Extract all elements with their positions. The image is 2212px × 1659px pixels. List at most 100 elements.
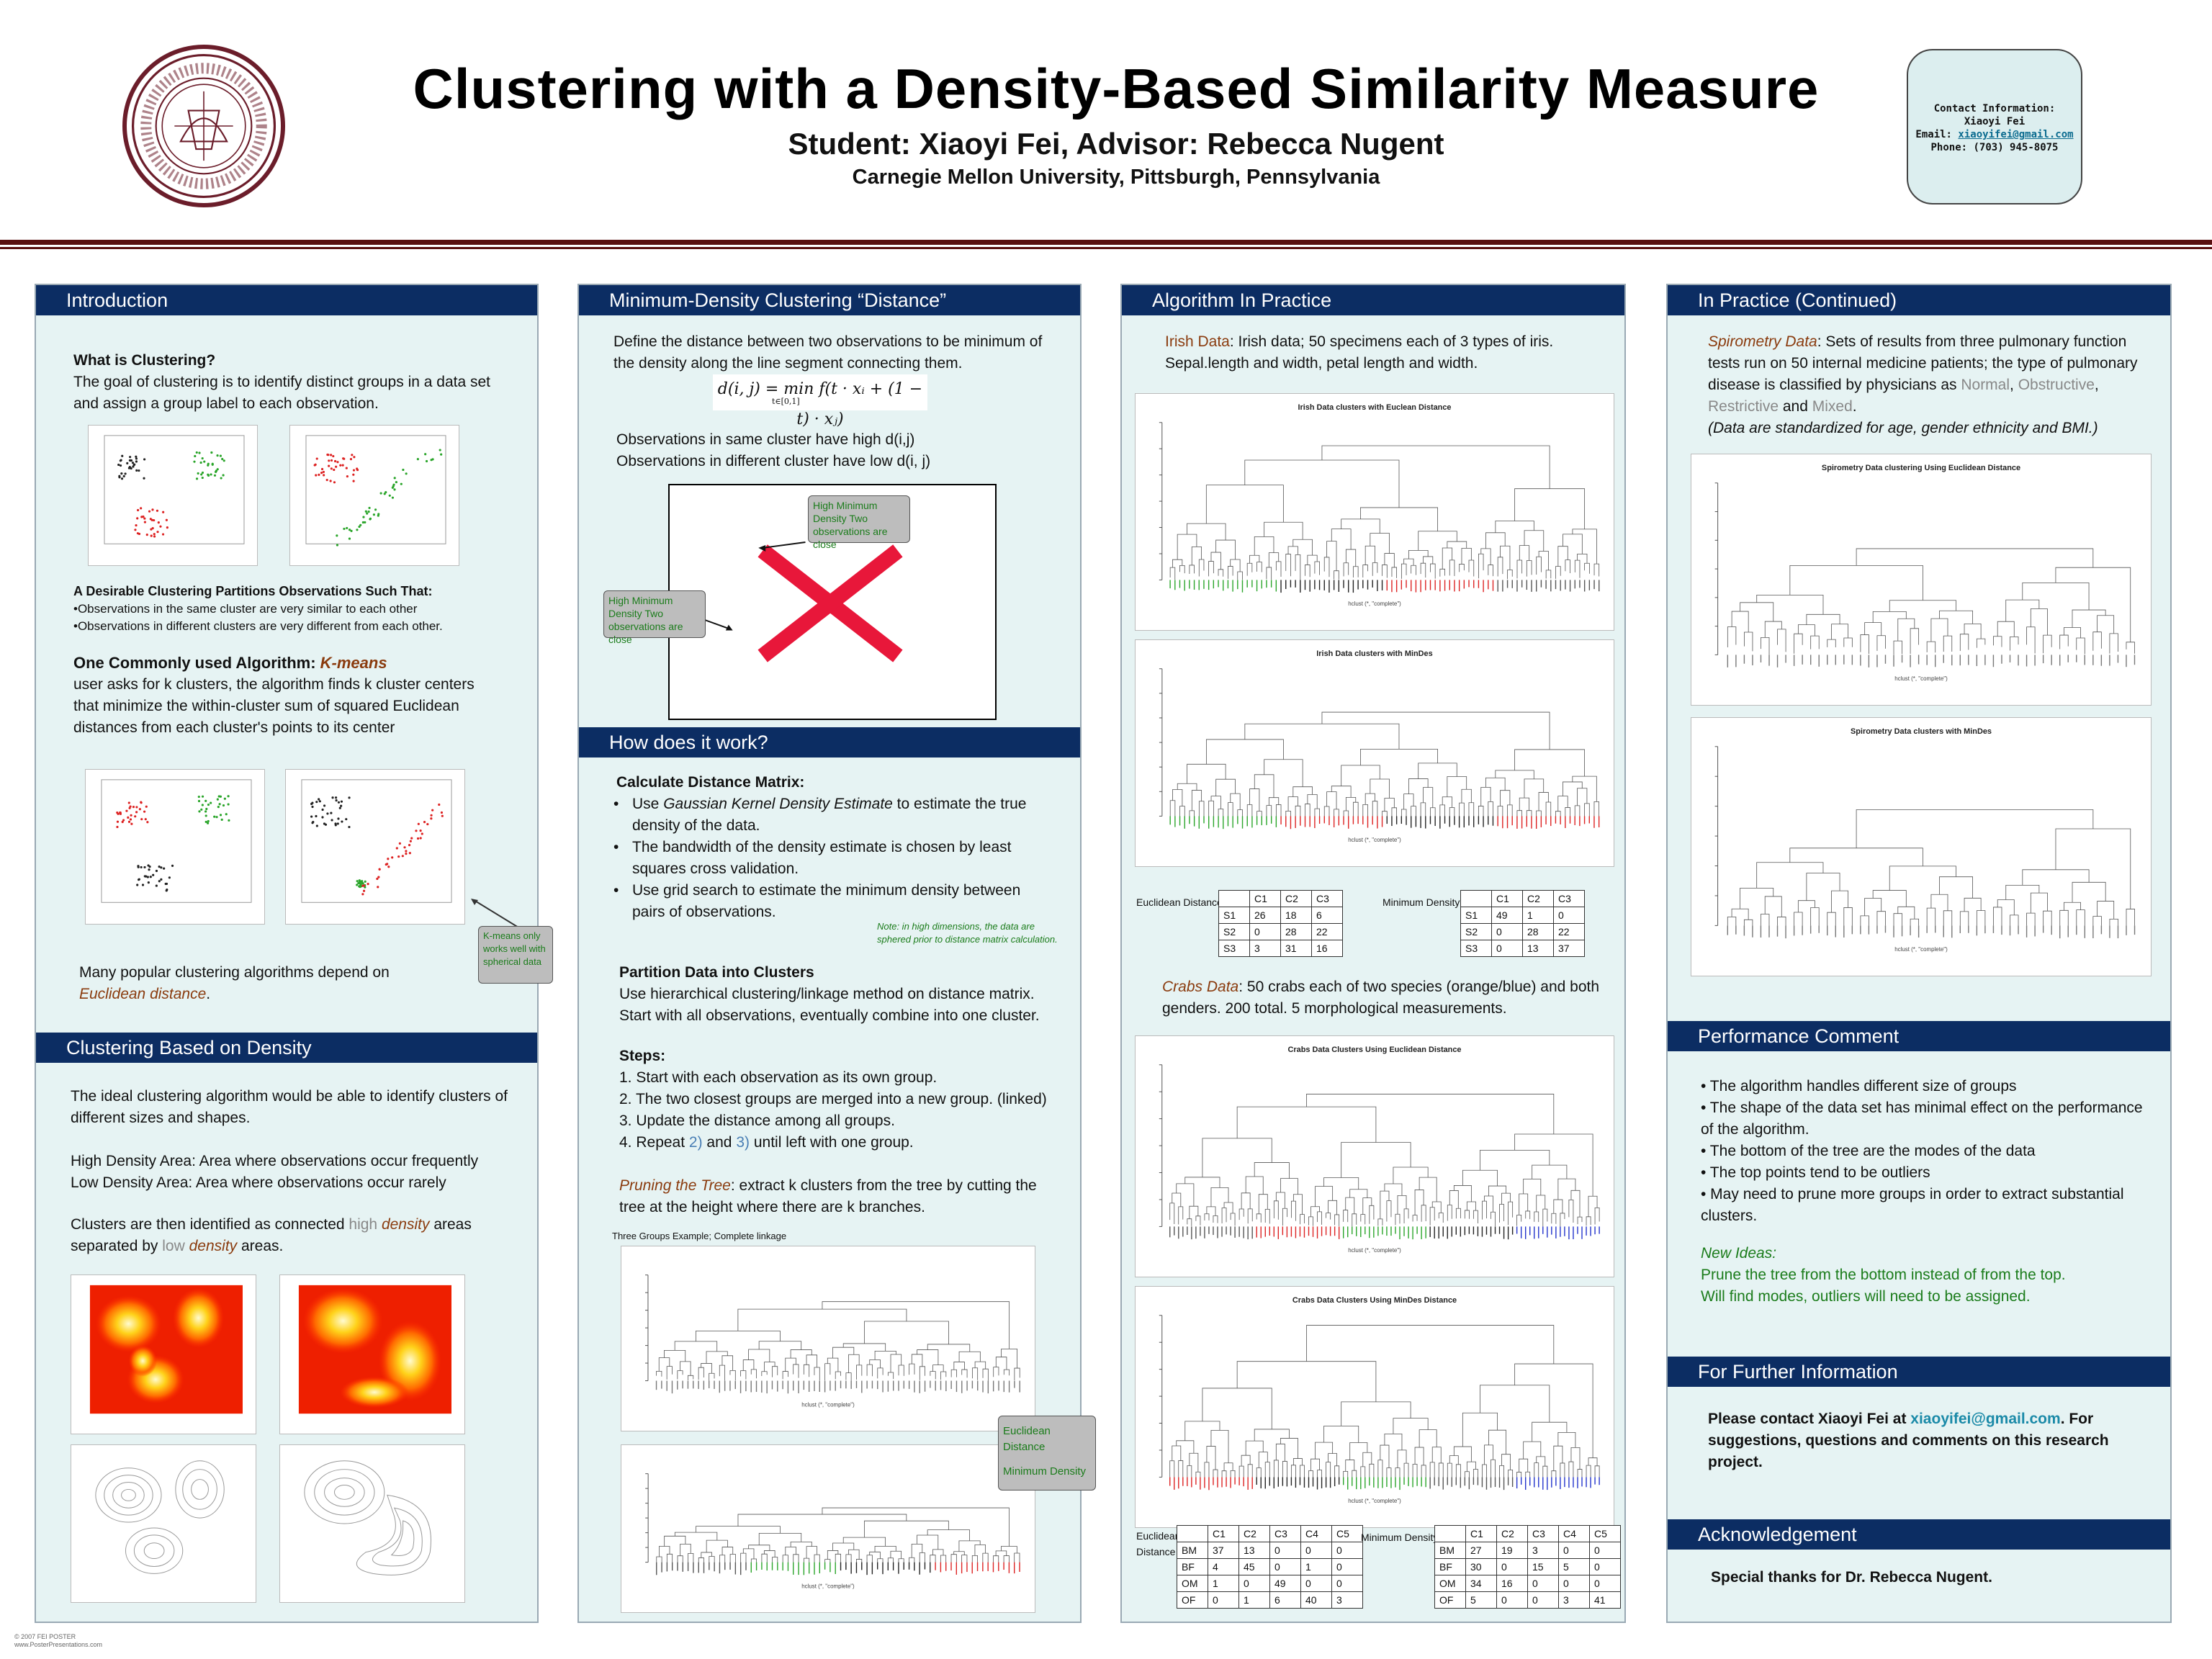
scatter-point bbox=[166, 889, 168, 891]
iris-euclidean-table-cell: 18 bbox=[1280, 907, 1312, 924]
scatter-point bbox=[161, 533, 165, 536]
dendrogram-branch bbox=[2109, 918, 2118, 926]
scatter-point bbox=[336, 461, 339, 464]
dendrogram-branch bbox=[1328, 1453, 1338, 1466]
scatter-point bbox=[216, 454, 219, 457]
irish-body: : Irish data; 50 specimens each of 3 typ… bbox=[1165, 333, 1554, 372]
scatter-point bbox=[340, 804, 343, 807]
iris-dendrogram-euclidean: Irish Data clusters with Euclean Distanc… bbox=[1135, 393, 1614, 631]
dendrogram-branch bbox=[1362, 804, 1368, 817]
scatter-point bbox=[201, 804, 204, 806]
crab-mindensity-table-cell: 0 bbox=[1558, 1542, 1590, 1559]
dendrogram-branch bbox=[1480, 548, 1491, 565]
dendrogram-branch bbox=[750, 1558, 757, 1563]
dendrogram-branch bbox=[1466, 1461, 1476, 1472]
popular-period: . bbox=[206, 986, 211, 1002]
crab-euclidean-table-cell: 37 bbox=[1208, 1542, 1239, 1559]
dendrogram-branch bbox=[1306, 1325, 1555, 1364]
crabs-dendrogram-mindensity: Crabs Data Clusters Using MinDes Distanc… bbox=[1135, 1286, 1614, 1528]
how-steps-label: Steps: bbox=[619, 1048, 666, 1064]
scatter-point bbox=[219, 454, 222, 457]
dendrogram-branch bbox=[1372, 801, 1378, 817]
further-email-link[interactable]: xiaoyifei@gmail.com bbox=[1910, 1411, 2061, 1427]
dendrogram-branch bbox=[1275, 1443, 1285, 1462]
scatter-point bbox=[364, 880, 367, 883]
contact-email-line: Email: xiaoyifei@gmail.com bbox=[1908, 128, 2081, 141]
dendrogram-branch bbox=[772, 1557, 778, 1563]
seal-graphic bbox=[131, 53, 276, 199]
scatter-point bbox=[168, 876, 171, 879]
scatter-point bbox=[121, 820, 124, 824]
scatter-point bbox=[117, 463, 120, 467]
dendrogram-branch bbox=[2092, 916, 2102, 926]
dendrogram-branch bbox=[848, 1354, 860, 1373]
crab-euclidean-table-cell: 0 bbox=[1300, 1542, 1332, 1559]
dendrogram-branch bbox=[737, 1514, 907, 1527]
scatter-point bbox=[155, 884, 158, 887]
dendrogram-branch bbox=[2022, 582, 2090, 611]
iris-euclidean-table-row: S3 3 31 16 bbox=[1218, 940, 1343, 957]
scatter-point bbox=[417, 822, 420, 825]
dendrogram-branch bbox=[698, 1367, 704, 1380]
dendrogram-branch bbox=[1343, 810, 1349, 817]
dendrogram-branch bbox=[677, 1555, 683, 1563]
crab-euclidean-table-cell: 49 bbox=[1269, 1575, 1301, 1592]
dendrogram-branch bbox=[1184, 1421, 1220, 1441]
header-rule-thin bbox=[0, 247, 2212, 249]
scatter-point bbox=[336, 534, 338, 537]
dendrogram-branch bbox=[1295, 805, 1301, 817]
dendrogram-branch bbox=[1352, 801, 1359, 817]
spiro-dendrogram-euclidean-svg: Spirometry Data clustering Using Euclide… bbox=[1714, 464, 2136, 682]
scatter-point bbox=[120, 477, 124, 480]
scatter-point bbox=[318, 800, 321, 803]
dendrogram-branch bbox=[958, 1351, 981, 1362]
scatter-point bbox=[143, 477, 145, 480]
scatter-point bbox=[213, 815, 216, 818]
dendrogram-branch bbox=[2126, 642, 2135, 654]
dendrogram-branch bbox=[864, 1321, 949, 1344]
scatter-point bbox=[210, 473, 212, 476]
dendrogram-branch bbox=[1266, 567, 1272, 580]
dendrogram-branch bbox=[1230, 1470, 1236, 1478]
dendrogram-branch bbox=[1352, 1213, 1357, 1227]
crab-euclidean-table-cell: 4 bbox=[1208, 1558, 1239, 1575]
scatter-point bbox=[331, 796, 334, 799]
dendrogram-branch bbox=[1545, 801, 1552, 817]
dendrogram-branch bbox=[1524, 530, 1545, 552]
popular-line-1: Many popular clustering algorithms depen… bbox=[79, 964, 390, 981]
density-p1: The ideal clustering algorithm would be … bbox=[71, 1088, 508, 1126]
scatter-point bbox=[358, 879, 361, 882]
iris-euclidean-table-row: S1 26 18 6 bbox=[1218, 907, 1343, 924]
contact-email-link[interactable]: xiaoyifei@gmail.com bbox=[1958, 129, 2074, 140]
plot-frame bbox=[305, 435, 446, 544]
dendrogram-branch bbox=[1195, 1215, 1201, 1226]
scatter-point bbox=[127, 820, 131, 823]
scatter-point bbox=[220, 477, 222, 480]
scatter-point bbox=[322, 470, 325, 474]
dendrogram-branch bbox=[1516, 1215, 1522, 1226]
dendrogram-branch bbox=[1360, 507, 1438, 531]
crab-euclidean-table-cell: 40 bbox=[1300, 1591, 1332, 1609]
kmeans-callout: K-means only works well with spherical d… bbox=[478, 926, 553, 984]
scatter-point bbox=[143, 458, 146, 461]
dendrogram-branch bbox=[1926, 641, 1936, 653]
crab-mindensity-table-cell: 0 bbox=[1496, 1591, 1528, 1609]
how-steps-heading: Steps: bbox=[619, 1046, 1066, 1067]
dendrogram-branch bbox=[1453, 1446, 1472, 1462]
scatter-point bbox=[207, 474, 210, 477]
scatter-point bbox=[409, 840, 412, 842]
scatter-point bbox=[213, 474, 217, 477]
dendrogram-branch bbox=[1468, 802, 1475, 817]
dendrogram-branch bbox=[1210, 1430, 1229, 1463]
dendrogram-branch bbox=[2059, 909, 2069, 926]
scatter-point bbox=[337, 817, 340, 820]
scatter-point bbox=[135, 457, 138, 460]
dendrogram-branch bbox=[1275, 804, 1282, 817]
dendrogram-branch bbox=[1241, 1192, 1251, 1209]
scatter-point bbox=[158, 866, 161, 868]
dendrogram-branch bbox=[1317, 1470, 1322, 1478]
scatter-point bbox=[323, 474, 325, 477]
dendrogram-branch bbox=[1959, 911, 1969, 926]
dendrogram-subtitle: hclust (*, "complete") bbox=[801, 1583, 855, 1589]
scatter-irregular-clusters bbox=[289, 425, 459, 566]
